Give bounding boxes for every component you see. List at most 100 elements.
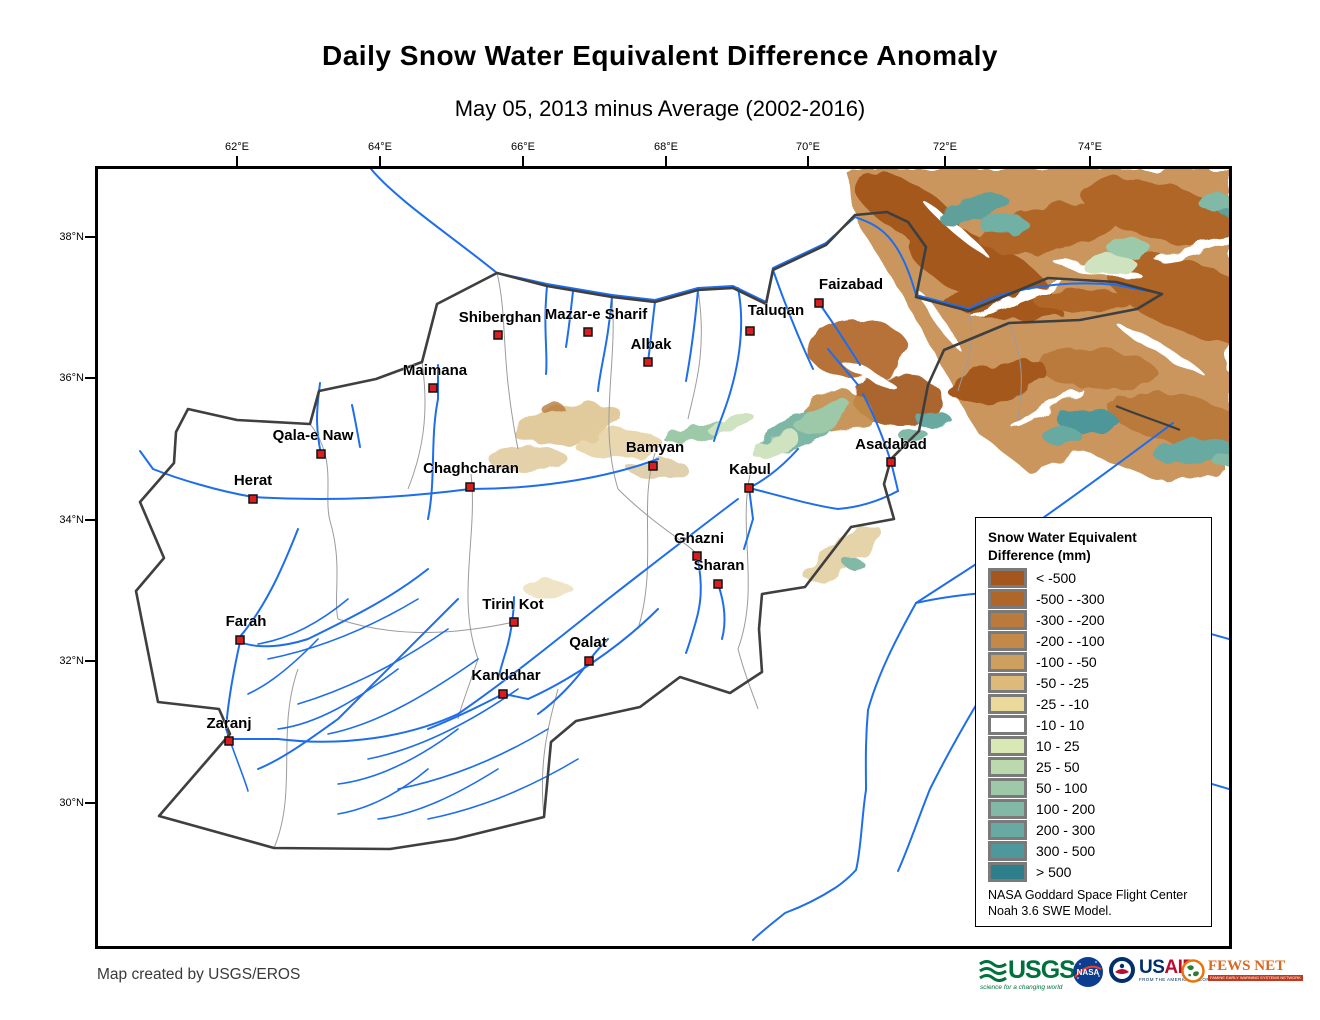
usgs-tagline: science for a changing world (980, 984, 1063, 991)
legend-row: -25 - -10 (988, 693, 1203, 714)
legend-row: -100 - -50 (988, 651, 1203, 672)
city-marker (648, 461, 658, 471)
usgs-logo-text: USGS (1008, 956, 1076, 984)
legend-label: -200 - -100 (1036, 632, 1105, 649)
city-layer: Maimana Shiberghan Mazar-e Sharif Albak Talu… (206, 276, 927, 746)
fewsnet-logo-text: FEWS NET (1208, 958, 1286, 974)
x-tick-mark (665, 156, 667, 166)
legend-swatch (988, 693, 1027, 714)
city-marker (584, 656, 594, 666)
city-label: Farah (226, 613, 267, 630)
x-tick-label: 68°E (654, 141, 678, 153)
y-tick-label: 34°N (59, 514, 84, 526)
usgs-logo: USGS science for a changing world (978, 956, 1076, 991)
city-marker (316, 449, 326, 459)
x-tick-mark (522, 156, 524, 166)
legend-label: > 500 (1036, 863, 1072, 880)
legend-label: -25 - -10 (1036, 695, 1089, 712)
page-title: Daily Snow Water Equivalent Difference A… (322, 40, 998, 71)
y-tick-label: 36°N (59, 372, 84, 384)
legend-swatch (988, 798, 1027, 819)
nasa-logo: NASA (1072, 956, 1104, 993)
x-tick-mark (1089, 156, 1091, 166)
city-marker (745, 326, 755, 336)
x-tick-label: 62°E (225, 141, 249, 153)
city-marker (224, 736, 234, 746)
city-marker (583, 327, 593, 337)
legend-swatch (988, 861, 1027, 882)
city-marker (814, 298, 824, 308)
province-boundaries (273, 272, 1022, 849)
legend-label: -100 - -50 (1036, 653, 1097, 670)
legend-label: 200 - 300 (1036, 821, 1096, 838)
terrain-anomaly-raster (488, 169, 1229, 597)
x-tick-label: 74°E (1078, 141, 1102, 153)
legend-label: -10 - 10 (1036, 716, 1085, 733)
legend-swatch (988, 630, 1027, 651)
city-label: Taluqan (748, 302, 804, 319)
legend-swatch (988, 735, 1027, 756)
legend-label: -50 - -25 (1036, 674, 1089, 691)
x-tick-label: 72°E (933, 141, 957, 153)
city-label: Qala-e Naw (273, 427, 354, 444)
legend-label: 50 - 100 (1036, 779, 1088, 796)
city-label: Qalat (569, 634, 607, 651)
city-marker (692, 551, 702, 561)
x-tick-mark (379, 156, 381, 166)
logo-strip: USGS science for a changing world NASA U… (978, 956, 1303, 998)
city-label: Zaranj (206, 715, 251, 732)
city-marker (886, 457, 896, 467)
y-tick-mark (85, 377, 95, 379)
city-label: Albak (631, 336, 673, 353)
legend-row: 200 - 300 (988, 819, 1203, 840)
legend-title-line1: Snow Water Equivalent (988, 530, 1137, 545)
y-tick-label: 30°N (59, 797, 84, 809)
x-tick-label: 70°E (796, 141, 820, 153)
legend-row: 25 - 50 (988, 756, 1203, 777)
x-tick-mark (236, 156, 238, 166)
city-marker (248, 494, 258, 504)
city-marker (493, 330, 503, 340)
fewsnet-globe-icon (1181, 959, 1205, 983)
x-tick-label: 64°E (368, 141, 392, 153)
legend-label: < -500 (1036, 569, 1077, 586)
y-tick-mark (85, 660, 95, 662)
legend-row: -200 - -100 (988, 630, 1203, 651)
legend-swatch (988, 714, 1027, 735)
city-marker (498, 689, 508, 699)
page-subtitle: May 05, 2013 minus Average (2002-2016) (454, 96, 866, 121)
legend-footnote-line1: NASA Goddard Space Flight Center (988, 888, 1188, 902)
city-marker (744, 483, 754, 493)
legend-row: -10 - 10 (988, 714, 1203, 735)
legend-swatch (988, 588, 1027, 609)
legend-label: 300 - 500 (1036, 842, 1096, 859)
city-marker (713, 579, 723, 589)
legend-row: > 500 (988, 861, 1203, 882)
x-tick-mark (944, 156, 946, 166)
legend-label: -500 - -300 (1036, 590, 1105, 607)
city-label: Mazar-e Sharif (545, 306, 649, 323)
city-label: Herat (234, 472, 272, 489)
legend-label: 25 - 50 (1036, 758, 1080, 775)
legend-swatch (988, 651, 1027, 672)
y-tick-mark (85, 519, 95, 521)
city-marker (643, 357, 653, 367)
fewsnet-tagline: FAMINE EARLY WARNING SYSTEMS NETWORK (1208, 975, 1303, 981)
nasa-meatball-icon: NASA (1073, 957, 1103, 987)
y-tick-mark (85, 236, 95, 238)
city-marker (428, 383, 438, 393)
city-label: Faizabad (819, 276, 883, 293)
legend-row: 10 - 25 (988, 735, 1203, 756)
afghanistan-border (134, 210, 1164, 851)
city-marker (235, 635, 245, 645)
legend-swatch (988, 609, 1027, 630)
fewsnet-logo: FEWS NET FAMINE EARLY WARNING SYSTEMS NE… (1181, 959, 1303, 983)
city-label: Kabul (729, 461, 771, 478)
city-label: Asadabad (855, 436, 927, 453)
legend-row: -500 - -300 (988, 588, 1203, 609)
legend-swatch (988, 756, 1027, 777)
legend-title-line2: Difference (mm) (988, 547, 1091, 563)
y-tick-label: 32°N (59, 655, 84, 667)
legend-swatch (988, 672, 1027, 693)
legend-row: -50 - -25 (988, 672, 1203, 693)
